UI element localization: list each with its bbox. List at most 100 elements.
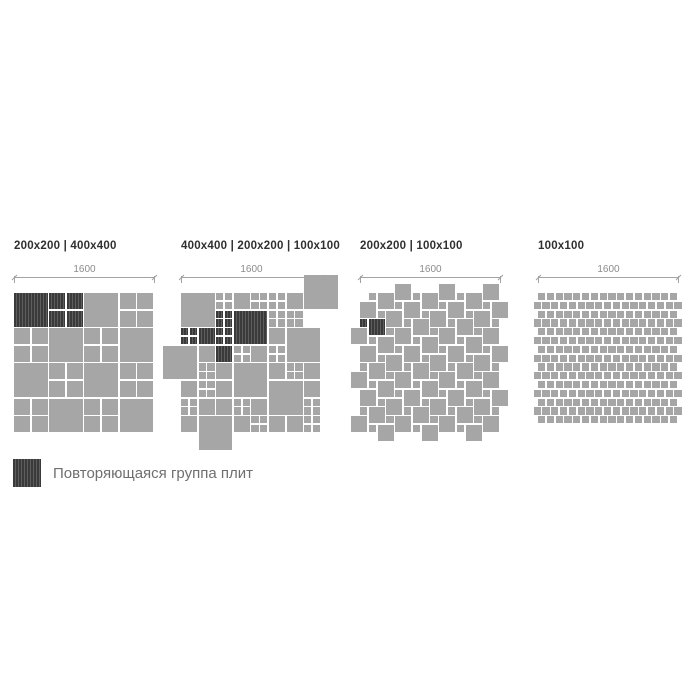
- tile: [404, 301, 421, 318]
- tile: [599, 398, 607, 406]
- tile: [551, 389, 559, 398]
- tile: [652, 310, 660, 318]
- tile: [670, 328, 678, 336]
- dimension-line: [178, 274, 325, 283]
- tile: [207, 381, 215, 389]
- tile: [555, 398, 563, 406]
- tile: [560, 319, 568, 327]
- tile: [674, 337, 682, 345]
- tile: [198, 381, 206, 389]
- repeating-group-tile: [49, 310, 66, 327]
- tile: [360, 345, 377, 362]
- tile: [49, 363, 66, 380]
- tile: [533, 372, 541, 380]
- tile: [448, 345, 465, 362]
- tile: [269, 293, 277, 301]
- tile: [643, 363, 651, 371]
- tile: [542, 301, 550, 310]
- tile: [181, 398, 189, 406]
- tile: [546, 363, 555, 371]
- tile: [483, 345, 491, 354]
- tile: [560, 301, 568, 310]
- tile: [674, 354, 682, 362]
- tile: [386, 328, 394, 336]
- tile: [351, 328, 368, 345]
- tile: [483, 372, 500, 389]
- tile: [542, 337, 550, 345]
- tile: [233, 416, 250, 433]
- tile: [604, 337, 612, 345]
- tile: [456, 319, 473, 336]
- tile: [604, 407, 612, 415]
- tile: [560, 372, 568, 380]
- tile: [670, 363, 678, 371]
- tile: [14, 398, 31, 415]
- tile: [586, 389, 594, 398]
- tile: [233, 363, 268, 398]
- tile: [430, 416, 438, 424]
- tile: [630, 354, 638, 362]
- tile: [163, 345, 198, 380]
- tile: [377, 293, 394, 310]
- tile: [412, 319, 429, 336]
- tile: [621, 337, 629, 345]
- tile: [421, 381, 438, 398]
- dimension-tick-right: [154, 276, 155, 283]
- tile: [421, 310, 429, 318]
- tile: [368, 407, 385, 424]
- tile: [474, 310, 491, 327]
- dimension-tick-right: [500, 276, 501, 283]
- tile: [474, 328, 482, 336]
- tile: [617, 363, 625, 371]
- tile: [665, 354, 673, 362]
- tile: [430, 354, 447, 371]
- tile: [652, 398, 660, 406]
- tile: [577, 319, 585, 327]
- tile: [599, 345, 607, 354]
- tile: [551, 337, 559, 345]
- tile: [368, 337, 377, 345]
- tile: [465, 293, 482, 310]
- tile: [49, 381, 66, 398]
- tile: [546, 398, 555, 406]
- tile: [395, 416, 412, 433]
- tile: [538, 398, 546, 406]
- tile: [670, 293, 678, 301]
- tile: [568, 354, 577, 362]
- tile: [198, 363, 206, 371]
- tile: [573, 416, 581, 424]
- tile: [456, 407, 473, 424]
- tile: [634, 398, 643, 406]
- tile: [612, 372, 621, 380]
- tile: [395, 284, 412, 301]
- tile: [465, 398, 473, 406]
- tile: [656, 389, 665, 398]
- tile: [665, 389, 673, 398]
- tile: [456, 337, 465, 345]
- tile: [251, 425, 259, 433]
- tile: [564, 416, 572, 424]
- tile: [137, 293, 154, 310]
- tile: [277, 293, 286, 301]
- repeating-group-tile: [216, 310, 224, 318]
- tile: [643, 328, 651, 336]
- repeating-group-tile: [181, 328, 189, 336]
- tile: [634, 293, 643, 301]
- repeating-group-tile: [216, 345, 233, 362]
- tile: [448, 407, 456, 415]
- tile: [639, 372, 647, 380]
- dimension-tick-left: [360, 276, 361, 283]
- tile: [586, 319, 594, 327]
- tile: [599, 328, 607, 336]
- tile: [621, 389, 629, 398]
- tile: [251, 345, 268, 362]
- tile: [439, 389, 447, 398]
- dimension-value: 1600: [419, 264, 442, 275]
- tile: [368, 293, 377, 301]
- tile: [207, 389, 215, 398]
- tile: [639, 389, 647, 398]
- tile: [643, 293, 651, 301]
- tile: [604, 354, 612, 362]
- tile: [360, 301, 377, 318]
- tile: [577, 372, 585, 380]
